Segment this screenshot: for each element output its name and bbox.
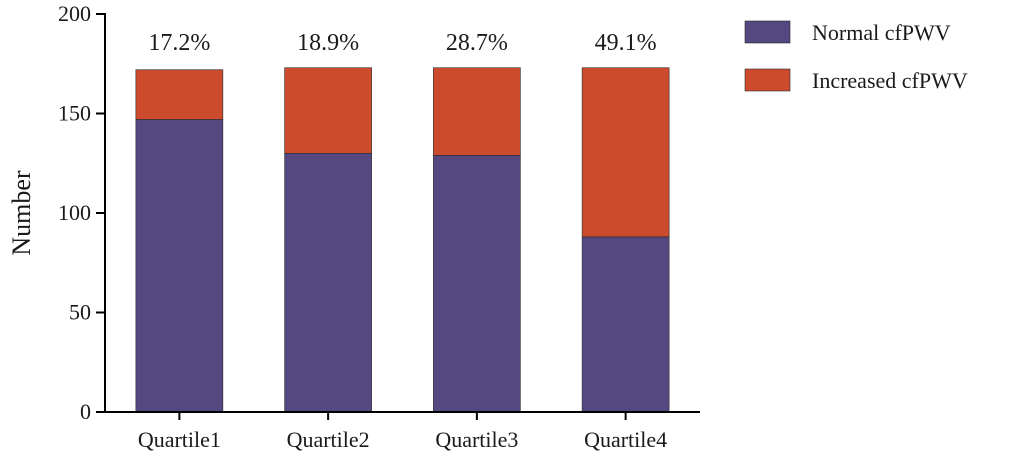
bar-normal-3 [433, 154, 521, 413]
bar-increased-1 [135, 69, 224, 120]
legend-swatch [744, 68, 791, 92]
bar-percent-label: 28.7% [446, 30, 508, 56]
y-tick-label: 50 [69, 300, 91, 325]
bars [135, 67, 670, 413]
bar-percent-label: 49.1% [595, 30, 657, 56]
y-tick-label: 200 [58, 1, 91, 26]
bar-normal-2 [284, 153, 372, 413]
y-axis-title: Number [7, 170, 36, 256]
legend-swatch [744, 20, 791, 44]
bar-normal-4 [581, 236, 670, 413]
y-tick-label: 100 [58, 200, 91, 225]
x-tick-label: Quartile2 [287, 427, 370, 452]
y-tick-label: 150 [58, 101, 91, 126]
legend-label: Increased cfPWV [812, 68, 968, 93]
x-tick-label: Quartile1 [138, 427, 221, 452]
y-tick-label: 0 [80, 399, 91, 424]
x-tick-label: Quartile4 [584, 427, 667, 452]
x-axis: Quartile1 Quartile2 Quartile3 Quartile4 [138, 412, 667, 452]
bar-increased-4 [581, 67, 670, 238]
bar-increased-2 [284, 67, 372, 154]
bar-normal-1 [135, 119, 224, 413]
bar-percent-label: 17.2% [148, 30, 210, 56]
x-tick-label: Quartile3 [435, 427, 518, 452]
y-axis: 0 50 100 150 200 [58, 1, 105, 424]
bar-percent-labels: 17.2% 18.9% 28.7% 49.1% [148, 30, 656, 56]
legend: Normal cfPWV Increased cfPWV [744, 20, 968, 93]
bar-increased-3 [433, 67, 521, 156]
legend-label: Normal cfPWV [812, 20, 951, 45]
bar-percent-label: 18.9% [297, 30, 359, 56]
